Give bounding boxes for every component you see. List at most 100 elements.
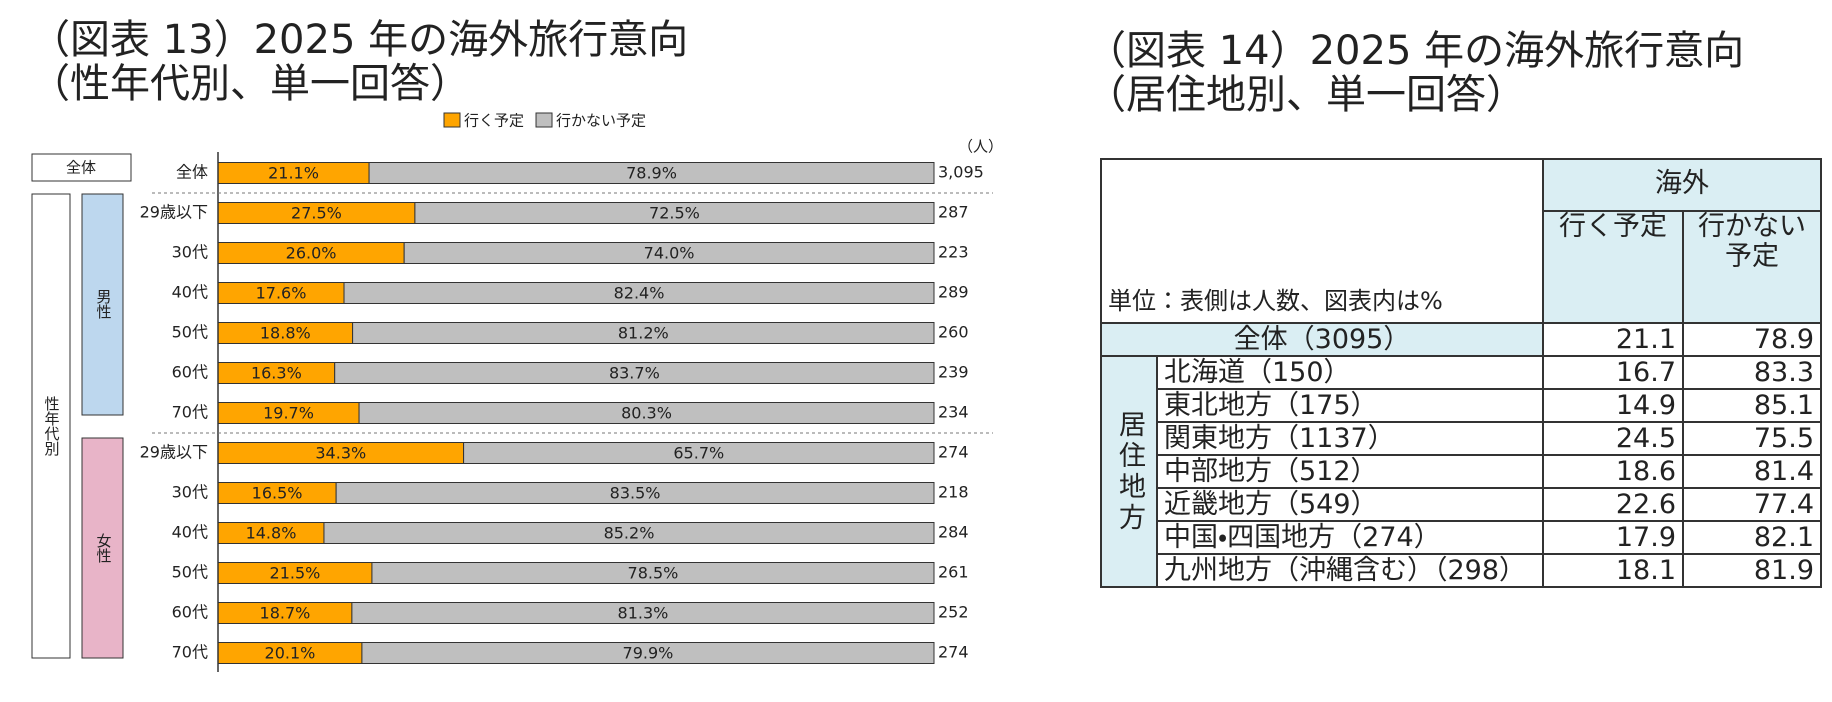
- bar-segment: [371, 562, 935, 584]
- group-label: 全体: [66, 159, 96, 177]
- bar-segment: [343, 282, 935, 304]
- count-label: 274: [938, 643, 969, 662]
- value-label: 78.9%: [626, 164, 677, 183]
- cell: 24.5: [1542, 421, 1684, 456]
- bar-segment: [361, 642, 935, 664]
- value-label: 65.7%: [673, 444, 724, 463]
- row-label: 近畿地方（549）: [1156, 487, 1544, 522]
- table-title: （図表 14）2025 年の海外旅行意向: [1086, 28, 1745, 74]
- bar-segment: [323, 522, 935, 544]
- region-row: 九州地方（沖縄含む）（298） 18.1 81.9: [1101, 553, 1822, 588]
- count-label: 3,095: [938, 163, 984, 182]
- row-label: 北海道（150）: [1156, 355, 1544, 390]
- legend-swatch: [443, 112, 461, 128]
- unit-note: 単位：表側は人数、図表内は%: [1100, 158, 1544, 324]
- cell: 81.4: [1682, 454, 1822, 489]
- chart-subtitle: （性年代別、単一回答）: [30, 61, 470, 107]
- cell: 81.9: [1682, 553, 1822, 588]
- counts-unit: （人）: [958, 138, 1003, 156]
- region-row: 関東地方（1137） 24.5 75.5: [1101, 421, 1822, 456]
- column-header: 行く予定: [1542, 211, 1684, 324]
- value-label: 21.5%: [270, 564, 321, 583]
- region-row: 東北地方（175） 14.9 85.1: [1101, 388, 1822, 423]
- cell: 82.1: [1682, 520, 1822, 555]
- group-label: 性年代別: [43, 396, 61, 457]
- count-label: 239: [938, 363, 969, 382]
- value-label: 79.9%: [623, 644, 674, 663]
- total-row: 全体（3095） 21.1 78.9: [1100, 322, 1822, 357]
- count-label: 261: [938, 563, 969, 582]
- value-label: 17.6%: [256, 284, 307, 303]
- value-label: 16.3%: [251, 364, 302, 383]
- bar-segment: [351, 602, 935, 624]
- category-label: 30代: [172, 243, 208, 262]
- region-row: 中国・四国地方（274） 17.9 82.1: [1101, 520, 1822, 555]
- value-label: 83.5%: [610, 484, 661, 503]
- category-label: 40代: [172, 283, 208, 302]
- bar-segment: [403, 242, 935, 264]
- table-subtitle: （居住地別、単一回答）: [1086, 72, 1526, 118]
- category-label: 29歳以下: [140, 443, 208, 462]
- bar-segment: [358, 402, 935, 424]
- cell: 21.1: [1542, 322, 1684, 357]
- row-label: 東北地方（175）: [1156, 388, 1544, 423]
- legend-label: 行かない予定: [556, 112, 646, 130]
- bar-segment: [334, 362, 935, 384]
- category-label: 60代: [172, 603, 208, 622]
- count-label: 274: [938, 443, 969, 462]
- chart-title: （図表 13）2025 年の海外旅行意向: [30, 17, 688, 63]
- row-label: 中国・四国地方（274）: [1156, 520, 1544, 555]
- cell: 77.4: [1682, 487, 1822, 522]
- cell: 22.6: [1542, 487, 1684, 522]
- value-label: 74.0%: [644, 244, 695, 263]
- bar-segment: [463, 442, 935, 464]
- bar-segment: [335, 482, 935, 504]
- legend-swatch: [535, 112, 553, 128]
- category-label: 50代: [172, 563, 208, 582]
- count-label: 289: [938, 283, 969, 302]
- value-label: 19.7%: [263, 404, 314, 423]
- category-label: 70代: [172, 643, 208, 662]
- row-label: 中部地方（512）: [1156, 454, 1544, 489]
- value-label: 81.3%: [618, 604, 669, 623]
- cell: 83.3: [1682, 355, 1822, 390]
- value-label: 78.5%: [628, 564, 679, 583]
- value-label: 85.2%: [604, 524, 655, 543]
- cell: 78.9: [1682, 322, 1822, 357]
- chart: （図表 13）2025 年の海外旅行意向 （性年代別、単一回答） （人） 行く予…: [30, 17, 1003, 672]
- value-label: 72.5%: [649, 204, 700, 223]
- cell: 18.6: [1542, 454, 1684, 489]
- group-box: [81, 193, 124, 416]
- category-label: 全体: [176, 163, 208, 182]
- count-label: 218: [938, 483, 969, 502]
- row-label: 関東地方（1137）: [1156, 421, 1544, 456]
- group-label: 男性: [95, 289, 113, 319]
- region-group: 居住地方: [1100, 355, 1158, 588]
- value-label: 81.2%: [618, 324, 669, 343]
- group-box: [31, 153, 132, 182]
- legend-label: 行く予定: [464, 112, 524, 130]
- row-label: 全体（3095）: [1100, 322, 1544, 357]
- count-label: 284: [938, 523, 969, 542]
- value-label: 34.3%: [315, 444, 366, 463]
- cell: 17.9: [1542, 520, 1684, 555]
- bar-segment: [414, 202, 935, 224]
- value-label: 20.1%: [265, 644, 316, 663]
- cell: 16.7: [1542, 355, 1684, 390]
- count-label: 287: [938, 203, 969, 222]
- column-header: 行かない予定: [1682, 211, 1822, 324]
- value-label: 14.8%: [246, 524, 297, 543]
- region-row: 近畿地方（549） 22.6 77.4: [1101, 487, 1822, 522]
- value-label: 26.0%: [286, 244, 337, 263]
- region-row: 中部地方（512） 18.6 81.4: [1101, 454, 1822, 489]
- cell: 18.1: [1542, 553, 1684, 588]
- value-label: 80.3%: [621, 404, 672, 423]
- group-header: 海外: [1542, 158, 1822, 212]
- group-box: [31, 193, 71, 659]
- row-label: 九州地方（沖縄含む）（298）: [1156, 553, 1544, 588]
- category-label: 60代: [172, 363, 208, 382]
- count-label: 260: [938, 323, 969, 342]
- cell: 85.1: [1682, 388, 1822, 423]
- group-box: [81, 437, 124, 659]
